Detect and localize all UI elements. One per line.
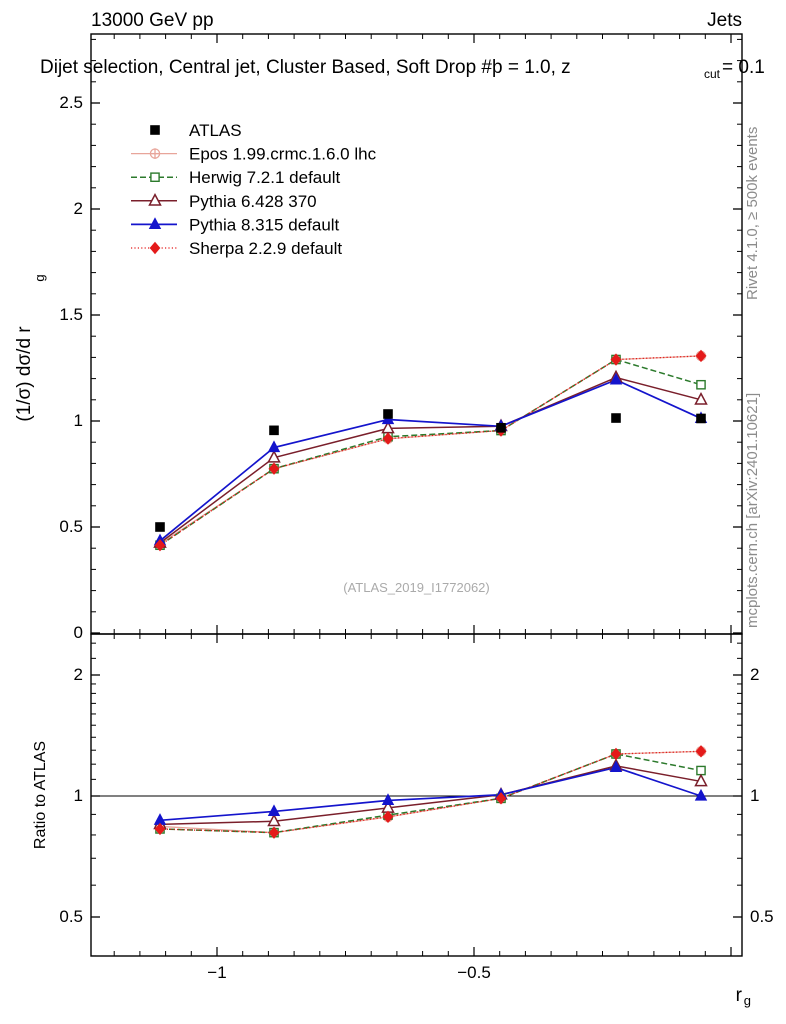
svg-text:Epos 1.99.crmc.1.6.0 lhc: Epos 1.99.crmc.1.6.0 lhc — [189, 145, 377, 164]
svg-text:Ratio to ATLAS: Ratio to ATLAS — [32, 741, 49, 849]
svg-text:cut: cut — [704, 67, 721, 81]
svg-text:Jets: Jets — [707, 10, 742, 31]
svg-text:−1: −1 — [207, 963, 226, 982]
svg-text:(ATLAS_2019_I1772062): (ATLAS_2019_I1772062) — [343, 580, 489, 595]
svg-text:g: g — [744, 993, 751, 1008]
svg-text:r: r — [736, 985, 743, 1006]
svg-text:(1/σ) dσ/d r: (1/σ) dσ/d r — [14, 326, 35, 422]
svg-text:Pythia 8.315 default: Pythia 8.315 default — [189, 215, 340, 234]
svg-text:−0.5: −0.5 — [457, 963, 491, 982]
svg-text:mcplots.cern.ch [arXiv:2401.10: mcplots.cern.ch [arXiv:2401.10621] — [744, 393, 761, 628]
svg-text:13000 GeV pp: 13000 GeV pp — [91, 10, 214, 31]
svg-text:1: 1 — [750, 786, 759, 805]
svg-text:g: g — [32, 274, 47, 281]
svg-text:0: 0 — [74, 623, 83, 642]
svg-text:ATLAS: ATLAS — [189, 121, 242, 140]
svg-text:Sherpa 2.2.9 default: Sherpa 2.2.9 default — [189, 239, 342, 258]
svg-text:Pythia 6.428 370: Pythia 6.428 370 — [189, 192, 317, 211]
svg-text:2: 2 — [74, 199, 83, 218]
svg-text:Dijet selection, Central jet,: Dijet selection, Central jet, Cluster Ba… — [40, 57, 571, 78]
svg-text:2: 2 — [74, 665, 83, 684]
svg-text:0.5: 0.5 — [59, 517, 83, 536]
svg-text:0.5: 0.5 — [59, 907, 83, 926]
svg-text:Herwig 7.2.1 default: Herwig 7.2.1 default — [189, 168, 340, 187]
svg-text:0.5: 0.5 — [750, 907, 774, 926]
svg-text:Rivet 4.1.0, ≥ 500k events: Rivet 4.1.0, ≥ 500k events — [744, 127, 761, 300]
svg-text:2: 2 — [750, 665, 759, 684]
svg-text:1.5: 1.5 — [59, 305, 83, 324]
svg-text:= 0.1: = 0.1 — [722, 57, 765, 78]
svg-text:2.5: 2.5 — [59, 93, 83, 112]
svg-text:1: 1 — [74, 411, 83, 430]
svg-text:1: 1 — [74, 786, 83, 805]
